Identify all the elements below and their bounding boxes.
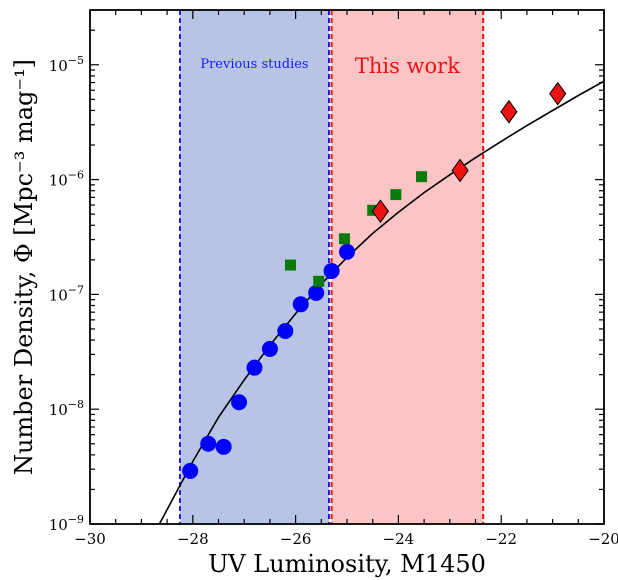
y-axis-title: Number Density, Φ [Mpc⁻³ mag⁻¹] xyxy=(10,59,38,475)
point-diamond xyxy=(451,158,469,183)
point-square xyxy=(416,171,428,183)
band-label-previous: Previous studies xyxy=(200,57,308,72)
point-circle xyxy=(215,438,232,455)
point-circle xyxy=(277,322,294,339)
curve-layer xyxy=(158,80,604,524)
y-tick-exponent: −8 xyxy=(68,398,84,411)
y-tick-label: 10−6 xyxy=(49,169,84,190)
y-tick-base: 10 xyxy=(49,401,68,419)
point-diamond xyxy=(549,81,567,106)
x-tick-label: −20 xyxy=(588,530,618,548)
y-tick-label: 10−9 xyxy=(49,513,84,534)
y-tick-base: 10 xyxy=(49,57,68,75)
point-circle xyxy=(308,284,325,301)
y-tick-base: 10 xyxy=(49,172,68,190)
y-tick-base: 10 xyxy=(49,516,68,534)
point-circle xyxy=(231,394,248,411)
x-tick-label: −28 xyxy=(177,530,209,548)
point-circle xyxy=(200,435,217,452)
x-tick-label: −24 xyxy=(383,530,415,548)
point-square xyxy=(390,189,402,201)
band-1 xyxy=(331,10,484,524)
point-diamond xyxy=(500,99,518,124)
y-tick-label: 10−7 xyxy=(49,283,84,304)
labels-layer: Previous studies This work UV Luminosity, … xyxy=(10,54,486,578)
y-tick-exponent: −9 xyxy=(68,513,84,526)
point-circle xyxy=(261,340,278,357)
point-circle xyxy=(323,262,340,279)
points-layer xyxy=(182,81,567,479)
point-diamond xyxy=(371,199,390,224)
y-tick-label: 10−5 xyxy=(49,54,84,75)
x-axis-title: UV Luminosity, M1450 xyxy=(208,550,486,578)
x-tick-label: −22 xyxy=(485,530,517,548)
point-circle xyxy=(292,296,309,313)
point-circle xyxy=(246,359,263,376)
y-tick-exponent: −5 xyxy=(68,54,84,67)
point-circle xyxy=(182,462,199,479)
point-square xyxy=(338,233,350,245)
point-square xyxy=(284,259,296,271)
y-tick-exponent: −6 xyxy=(68,169,84,182)
point-square xyxy=(313,275,325,287)
fit-curve xyxy=(158,80,604,524)
y-tick-base: 10 xyxy=(49,286,68,304)
x-tick-label: −26 xyxy=(280,530,312,548)
point-circle xyxy=(339,243,355,260)
band-label-this-work: This work xyxy=(355,54,460,78)
x-tick-label: −30 xyxy=(74,530,106,548)
y-tick-label: 10−8 xyxy=(49,398,84,419)
y-tick-exponent: −7 xyxy=(68,283,84,296)
